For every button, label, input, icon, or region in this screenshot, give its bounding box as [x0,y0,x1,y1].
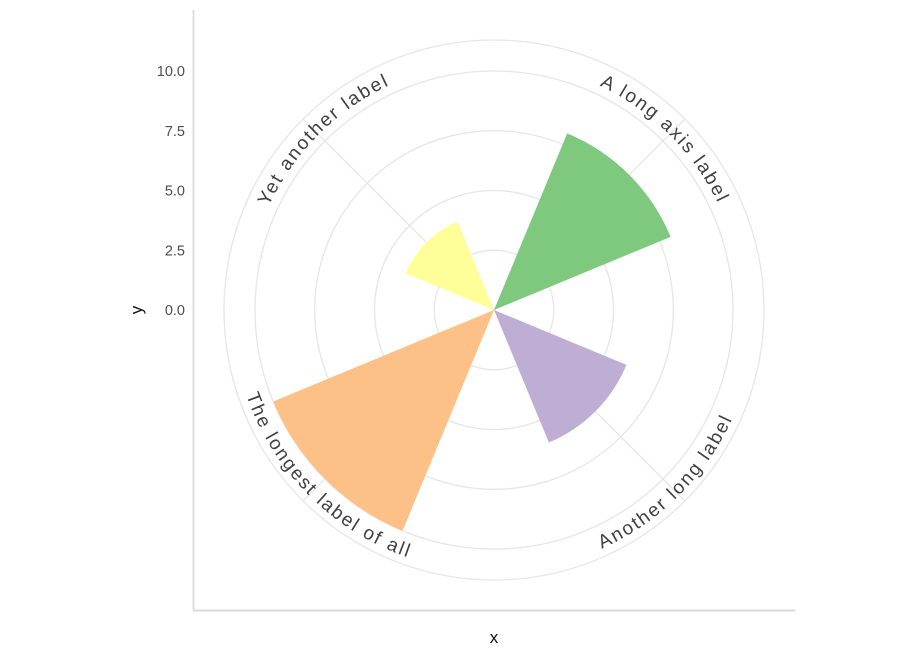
bar-wedge-the-longest-label-of-all [273,310,494,531]
r-tick-label-2.5: 2.5 [165,243,185,259]
r-gridline-circle-7.5 [314,130,674,490]
r-axis-tick-labels: 0.0 2.5 5.0 7.5 10.0 [157,64,185,319]
y-axis-title: y [127,305,146,314]
bar-wedge-yet-another-label [405,221,494,310]
r-tick-label-10.0: 10.0 [157,64,185,80]
r-gridline-circle-2.5 [433,249,555,371]
r-gridline-circle-10 [254,70,734,550]
r-tick-label-7.5: 7.5 [165,124,185,140]
bar-wedge-a-long-axis-label [494,133,671,310]
bar-wedge-another-long-label [494,310,627,443]
bars-layer [273,133,671,531]
r-tick-label-0.0: 0.0 [165,303,185,319]
r-tick-label-5.0: 5.0 [165,184,185,200]
r-gridline-circle-5 [373,189,615,431]
outer-panel-circle [223,39,765,581]
x-axis-title: x [490,628,499,647]
